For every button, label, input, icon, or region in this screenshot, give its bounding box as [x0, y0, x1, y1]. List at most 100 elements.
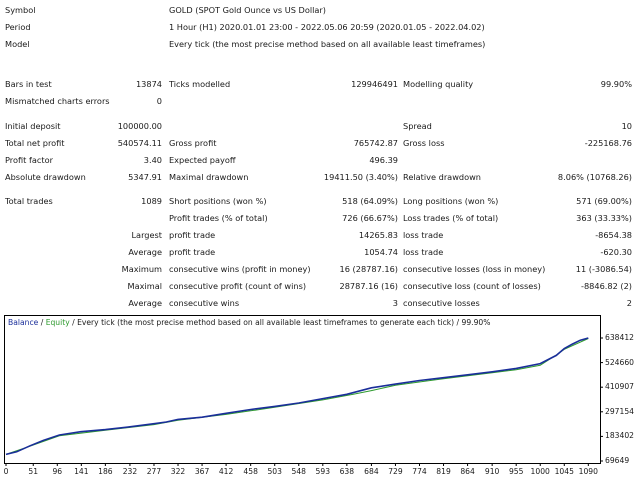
x-tick-label: 955 — [508, 467, 524, 476]
absolute-drawdown-label: Absolute drawdown — [5, 172, 86, 182]
quality-value: 99.90% — [600, 79, 632, 89]
gross-loss-value: -225168.76 — [584, 138, 632, 148]
bars-value: 13874 — [135, 79, 162, 89]
max-consecutive-wins-value: 16 (28787.16) — [339, 264, 398, 274]
gross-profit-value: 765742.87 — [353, 138, 398, 148]
x-tick-label: 277 — [146, 467, 162, 476]
net-profit-value: 540574.11 — [117, 138, 162, 148]
mismatch-label: Mismatched charts errors — [5, 96, 110, 106]
average-consecutive-label: Average — [128, 298, 162, 308]
balance-equity-chart: Balance / Equity / Every tick (the most … — [4, 315, 636, 478]
x-tick-label: 186 — [98, 467, 113, 476]
maximal-label: Maximal — [127, 281, 162, 291]
deposit-value: 100000.00 — [117, 121, 162, 131]
relative-drawdown-value: 8.06% (10768.26) — [557, 172, 632, 182]
total-trades-value: 1089 — [141, 196, 162, 206]
x-tick-label: 638 — [339, 467, 355, 476]
maximal-consecutive-loss-label: consecutive loss (count of losses) — [403, 281, 541, 291]
net-profit-label: Total net profit — [5, 138, 65, 148]
x-tick-label: 774 — [412, 467, 427, 476]
x-tick-label: 729 — [388, 467, 403, 476]
symbol-label: Symbol — [5, 5, 36, 15]
x-tick-label: 864 — [460, 467, 475, 476]
profit-trades-label: Profit trades (% of total) — [169, 213, 268, 223]
chart-legend: Balance / Equity / Every tick (the most … — [8, 317, 490, 328]
chart-frame — [4, 315, 601, 464]
chart-grid — [5, 337, 603, 466]
y-tick-label: 524660 — [605, 357, 634, 367]
x-tick-label: 141 — [74, 467, 89, 476]
absolute-drawdown-value: 5347.91 — [128, 172, 162, 182]
x-tick-label: 684 — [364, 467, 379, 476]
maximal-consecutive-profit-label: consecutive profit (count of wins) — [169, 281, 307, 291]
total-trades-label: Total trades — [5, 196, 53, 206]
largest-loss-value: -8654.38 — [595, 230, 632, 240]
x-tick-label: 367 — [194, 467, 210, 476]
x-tick-label: 1000 — [530, 467, 550, 476]
model-label: Model — [5, 39, 30, 49]
x-tick-label: 548 — [291, 467, 307, 476]
average-consecutive-losses-value: 2 — [626, 298, 632, 308]
long-positions-label: Long positions (won %) — [403, 196, 499, 206]
x-tick-label: 0 — [3, 467, 9, 476]
average-profit-value: 1054.74 — [364, 247, 398, 257]
max-consecutive-losses-value: 11 (-3086.54) — [575, 264, 632, 274]
maximum-label: Maximum — [121, 264, 162, 274]
spread-value: 10 — [621, 121, 632, 131]
largest-label: Largest — [131, 230, 162, 240]
average-consecutive-wins-value: 3 — [392, 298, 398, 308]
y-tick-label: 638412 — [605, 332, 634, 342]
profit-factor-value: 3.40 — [143, 155, 162, 165]
x-tick-label: 1045 — [554, 467, 574, 476]
x-tick-label: 1090 — [578, 467, 598, 476]
largest-loss-label: loss trade — [403, 230, 444, 240]
ticks-value: 129946491 — [351, 79, 398, 89]
average-consecutive-wins-label: consecutive wins — [169, 298, 240, 308]
spread-label: Spread — [403, 121, 432, 131]
max-consecutive-wins-label: consecutive wins (profit in money) — [169, 264, 311, 274]
gross-profit-label: Gross profit — [169, 138, 217, 148]
loss-trades-label: Loss trades (% of total) — [403, 213, 499, 223]
bars-label: Bars in test — [5, 79, 52, 89]
max-consecutive-losses-label: consecutive losses (loss in money) — [403, 264, 546, 274]
x-tick-label: 322 — [170, 467, 186, 476]
maximal-consecutive-loss-value: -8846.82 (2) — [580, 281, 632, 291]
maximal-consecutive-profit-value: 28787.16 (16) — [339, 281, 398, 291]
chart-series — [5, 337, 589, 456]
y-tick-label: 183402 — [605, 431, 634, 441]
largest-profit-value: 14265.83 — [358, 230, 398, 240]
legend-equity: Equity — [45, 318, 70, 327]
y-tick-label: 69649 — [605, 456, 630, 465]
x-tick-label: 593 — [315, 467, 331, 476]
quality-label: Modelling quality — [403, 79, 474, 89]
average-label: Average — [128, 247, 162, 257]
maximal-drawdown-value: 19411.50 (3.40%) — [323, 172, 398, 182]
x-tick-label: 412 — [218, 467, 234, 476]
relative-drawdown-label: Relative drawdown — [403, 172, 481, 182]
period-label: Period — [5, 22, 31, 32]
model-value: Every tick (the most precise method base… — [169, 39, 486, 49]
x-tick-label: 819 — [436, 467, 451, 476]
chart-canvas — [4, 315, 603, 466]
long-positions-value: 571 (69.00%) — [576, 196, 632, 206]
profit-factor-label: Profit factor — [5, 155, 53, 165]
x-tick-label: 51 — [28, 467, 39, 476]
expected-payoff-value: 496.39 — [369, 155, 398, 165]
short-positions-value: 518 (64.09%) — [342, 196, 398, 206]
loss-trades-value: 363 (33.33%) — [576, 213, 632, 223]
average-loss-label: loss trade — [403, 247, 444, 257]
deposit-label: Initial deposit — [5, 121, 61, 131]
maximal-drawdown-label: Maximal drawdown — [169, 172, 249, 182]
x-tick-label: 503 — [267, 467, 282, 476]
ticks-label: Ticks modelled — [169, 79, 231, 89]
short-positions-label: Short positions (won %) — [169, 196, 267, 206]
mismatch-value: 0 — [156, 96, 162, 106]
balance-line — [5, 337, 589, 456]
average-profit-label: profit trade — [169, 247, 216, 257]
period-value: 1 Hour (H1) 2020.01.01 23:00 - 2022.05.0… — [169, 22, 485, 32]
profit-trades-value: 726 (66.67%) — [342, 213, 398, 223]
legend-description: / Every tick (the most precise method ba… — [69, 318, 491, 327]
gross-loss-label: Gross loss — [403, 138, 445, 148]
legend-separator: / — [38, 318, 46, 327]
y-tick-label: 410907 — [605, 382, 634, 392]
